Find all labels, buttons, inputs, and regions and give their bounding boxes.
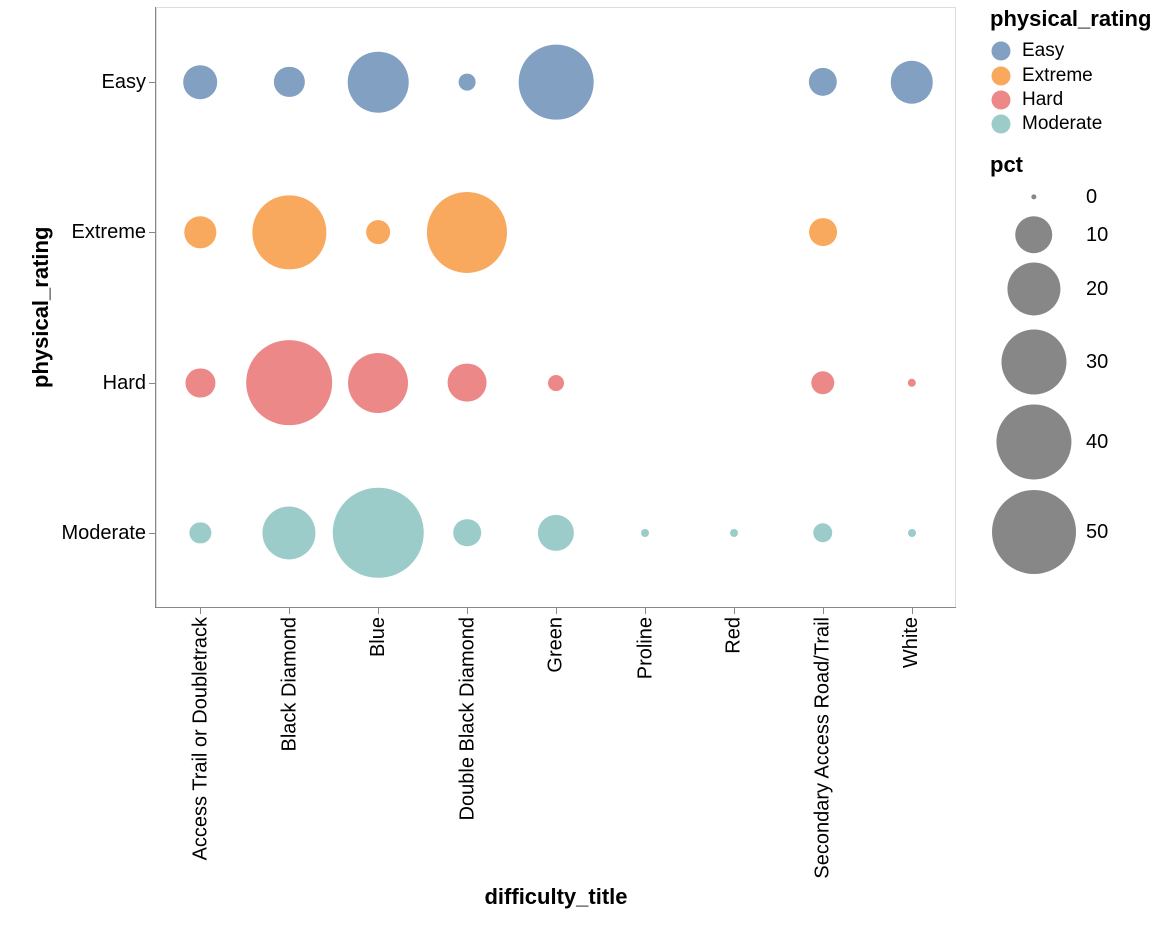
legend-size-symbol xyxy=(1030,194,1037,200)
x-axis-title: difficulty_title xyxy=(484,884,628,909)
bubble xyxy=(812,523,833,543)
x-tick xyxy=(644,608,646,614)
legend-size-label: 0 xyxy=(1086,186,1098,208)
legend-color-label: Extreme xyxy=(1022,64,1093,86)
bubble xyxy=(262,506,316,560)
bubble xyxy=(183,65,218,99)
legend-size-symbol xyxy=(995,404,1072,480)
x-tick-label: Black Diamond xyxy=(278,617,301,752)
bubble xyxy=(332,487,424,579)
y-tick xyxy=(149,382,155,384)
y-axis-title: physical_rating xyxy=(28,226,53,389)
bubble xyxy=(185,368,215,398)
legend-size-label: 20 xyxy=(1086,278,1109,300)
x-tick-label: Blue xyxy=(367,617,390,658)
x-tick-label: Double Black Diamond xyxy=(456,617,479,821)
bubble xyxy=(548,374,564,391)
x-axis-line xyxy=(155,607,956,608)
bubble xyxy=(348,352,409,413)
x-tick xyxy=(733,608,735,614)
bubble xyxy=(907,528,916,537)
x-tick xyxy=(556,608,557,614)
bubble xyxy=(427,192,508,273)
legend-size-symbol xyxy=(991,490,1076,574)
bubble xyxy=(347,51,409,113)
bubble xyxy=(252,195,326,269)
bubble xyxy=(366,220,391,245)
x-tick-label: Red xyxy=(722,617,745,654)
legend-color-label: Moderate xyxy=(1022,113,1103,135)
bubble xyxy=(246,339,333,426)
legend-color-swatch xyxy=(991,114,1011,134)
bubble xyxy=(890,60,933,104)
y-tick-label: Easy xyxy=(101,71,146,94)
size-legend-title: pct xyxy=(990,152,1023,177)
x-tick-label: Proline xyxy=(633,617,656,680)
y-tick xyxy=(149,532,155,534)
x-tick xyxy=(200,608,202,614)
legend-color-swatch xyxy=(991,41,1011,61)
bubble xyxy=(729,528,738,537)
y-tick-label: Moderate xyxy=(61,521,147,544)
y-tick-label: Extreme xyxy=(71,221,146,244)
bubble xyxy=(447,363,487,403)
bubble xyxy=(537,514,575,551)
bubble xyxy=(808,218,837,247)
color-legend-title: physical_rating xyxy=(990,6,1152,31)
x-tick xyxy=(378,608,380,614)
legend-size-label: 50 xyxy=(1086,521,1109,543)
bubble xyxy=(640,528,649,537)
legend-size-label: 40 xyxy=(1086,431,1109,453)
bubble xyxy=(458,73,476,91)
x-tick xyxy=(289,608,291,614)
y-tick-label: Hard xyxy=(102,371,146,394)
x-tick-label: White xyxy=(900,617,923,669)
legend-size-symbol xyxy=(1006,262,1061,316)
bubble xyxy=(810,370,835,395)
bubble xyxy=(274,66,305,98)
x-tick xyxy=(822,608,824,614)
bubble xyxy=(184,216,217,249)
legend-size-label: 30 xyxy=(1086,351,1109,374)
legend-color-swatch xyxy=(991,90,1011,110)
bubble xyxy=(518,44,594,120)
x-tick-label: Access Trail or Doubletrack xyxy=(189,617,212,861)
bubble xyxy=(189,522,212,544)
y-tick xyxy=(149,82,155,84)
legend-size-symbol xyxy=(1000,329,1067,395)
legend-size-symbol xyxy=(1014,215,1053,254)
y-axis-line xyxy=(155,7,156,608)
x-tick xyxy=(467,608,469,614)
y-tick xyxy=(149,232,155,234)
bubble xyxy=(808,67,837,97)
legend-size-label: 10 xyxy=(1086,223,1109,246)
bubble xyxy=(453,519,481,547)
x-tick-label: Secondary Access Road/Trail xyxy=(811,617,834,879)
legend-color-label: Easy xyxy=(1022,40,1065,62)
legend-color-label: Hard xyxy=(1022,88,1064,110)
x-tick-label: Green xyxy=(545,617,567,673)
x-tick xyxy=(911,608,913,614)
bubble xyxy=(907,378,916,387)
legend-color-swatch xyxy=(991,66,1011,86)
